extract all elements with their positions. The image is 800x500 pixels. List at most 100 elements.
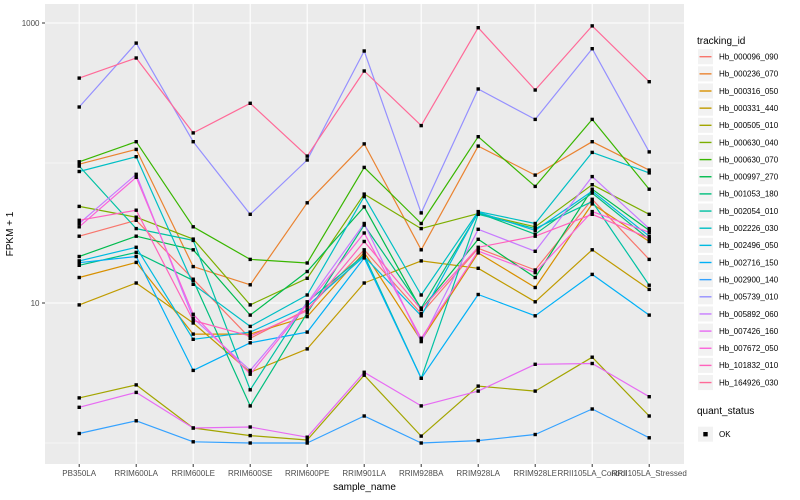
data-point: [134, 260, 138, 265]
data-point: [134, 383, 138, 387]
data-point: [362, 256, 366, 260]
legend-label-Hb_000316_050: Hb_000316_050: [719, 87, 779, 96]
data-point: [419, 226, 423, 231]
data-point: [419, 311, 423, 316]
data-point: [134, 226, 138, 231]
data-point: [248, 441, 252, 445]
data-point: [248, 313, 252, 317]
y-tick-label: 1000: [22, 19, 40, 28]
data-point: [362, 373, 366, 377]
data-point: [362, 142, 366, 146]
data-point: [647, 234, 651, 238]
data-point: [533, 232, 537, 236]
legend-label-Hb_002900_140: Hb_002900_140: [719, 275, 779, 284]
data-point: [77, 218, 81, 222]
data-point: [362, 231, 366, 235]
data-point: [647, 283, 651, 287]
data-point: [77, 303, 81, 307]
data-point: [647, 239, 651, 244]
data-point: [77, 225, 81, 229]
data-point: [134, 172, 138, 176]
data-point: [305, 311, 309, 315]
data-point: [362, 69, 366, 73]
legend-label-Hb_000236_070: Hb_000236_070: [719, 70, 779, 79]
data-point: [248, 334, 252, 338]
data-point: [191, 337, 195, 341]
data-point: [476, 438, 480, 443]
data-point: [647, 212, 651, 216]
data-point: [77, 261, 81, 265]
quant-ok-point-icon: [703, 432, 708, 437]
legend-title-quant-status: quant_status: [697, 406, 754, 417]
data-point: [77, 76, 81, 80]
data-point: [647, 313, 651, 317]
data-point: [362, 165, 366, 170]
data-point: [590, 117, 594, 122]
data-point: [419, 259, 423, 263]
data-point: [533, 234, 537, 238]
data-point: [77, 204, 81, 209]
data-point: [305, 276, 309, 280]
legend-label-Hb_000096_090: Hb_000096_090: [719, 53, 779, 62]
data-point: [590, 199, 594, 204]
data-point: [305, 158, 309, 162]
data-point: [305, 293, 309, 297]
data-point: [590, 47, 594, 51]
legend-label-Hb_000331_440: Hb_000331_440: [719, 104, 779, 113]
data-point: [476, 135, 480, 139]
data-point: [134, 234, 138, 238]
data-point: [476, 212, 480, 216]
x-tick-label: PB350LA: [62, 469, 96, 478]
x-tick-label: RRIM928LE: [513, 469, 557, 478]
data-point: [134, 56, 138, 60]
data-point: [77, 405, 81, 409]
x-tick-label: RRIM928BA: [399, 469, 444, 478]
x-tick-label: RRII105LA_Stressed: [612, 469, 687, 478]
data-point: [305, 438, 309, 442]
legend-label-Hb_101832_010: Hb_101832_010: [719, 361, 779, 370]
data-point: [134, 41, 138, 45]
data-point: [533, 285, 537, 290]
data-point: [134, 215, 138, 219]
data-point: [134, 218, 138, 222]
data-point: [362, 221, 366, 226]
data-point: [476, 292, 480, 297]
legend-label-Hb_005892_060: Hb_005892_060: [719, 310, 779, 319]
legend-label-Hb_002496_050: Hb_002496_050: [719, 241, 779, 250]
data-point: [362, 250, 366, 255]
legend-label-Hb_002716_150: Hb_002716_150: [719, 258, 779, 267]
data-point: [476, 144, 480, 148]
data-point: [476, 26, 480, 30]
data-point: [248, 257, 252, 262]
data-point: [647, 436, 651, 440]
legend-label-Hb_000505_010: Hb_000505_010: [719, 121, 779, 130]
data-point: [248, 388, 252, 392]
data-point: [305, 347, 309, 351]
data-point: [533, 270, 537, 275]
data-point: [533, 362, 537, 366]
data-point: [476, 227, 480, 231]
data-point: [191, 264, 195, 269]
data-point: [647, 236, 651, 240]
data-point: [419, 404, 423, 408]
data-point: [191, 368, 195, 373]
data-point: [419, 293, 423, 297]
x-tick-label: RRII105LA_Control: [558, 469, 628, 478]
legend-label-Hb_007672_050: Hb_007672_050: [719, 344, 779, 353]
x-tick-label: RRIM600PE: [285, 469, 329, 478]
data-point: [77, 162, 81, 166]
data-point: [419, 434, 423, 438]
data-point: [590, 24, 594, 28]
y-axis-title: FPKM + 1: [5, 211, 16, 256]
data-point: [590, 191, 594, 195]
data-point: [476, 249, 480, 253]
data-point: [647, 80, 651, 84]
data-point: [590, 209, 594, 214]
x-tick-label: RRIM600SE: [228, 469, 272, 478]
data-point: [77, 396, 81, 400]
data-point: [533, 228, 537, 233]
data-point: [419, 211, 423, 215]
data-point: [419, 339, 423, 344]
data-point: [191, 440, 195, 444]
data-point: [419, 314, 423, 318]
